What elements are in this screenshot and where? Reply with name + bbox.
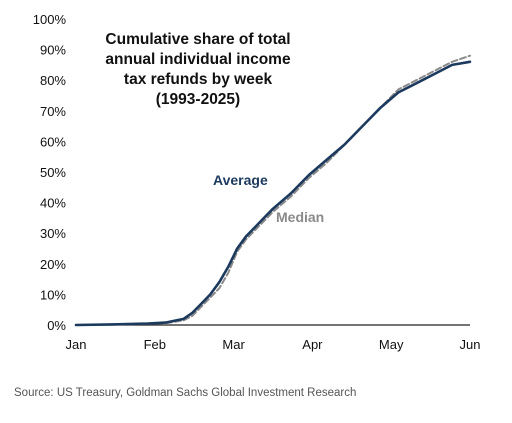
chart-title: Cumulative share of total annual individu… — [105, 31, 291, 108]
x-tick-label: Jun — [460, 337, 481, 352]
y-tick-label: 10% — [40, 287, 66, 302]
series-lines — [74, 54, 472, 327]
series-label-median: Median — [276, 209, 324, 225]
x-axis-ticks: Jan Feb Mar Apr May Jun — [66, 337, 481, 352]
chart-title-line: annual individual income — [105, 51, 291, 68]
source-note: Source: US Treasury, Goldman Sachs Globa… — [14, 387, 357, 399]
refund-share-chart: 100% 90% 80% 70% 60% 50% 40% 30% 20% 10% 0% Jan Feb… — [33, 12, 481, 352]
series-line-median — [75, 54, 471, 326]
x-tick-label: Mar — [222, 337, 245, 352]
y-tick-label: 20% — [40, 257, 66, 272]
y-tick-label: 90% — [40, 43, 66, 58]
y-tick-label: 70% — [40, 104, 66, 119]
series-label-average: Average — [213, 172, 268, 188]
y-tick-label: 80% — [40, 73, 66, 88]
y-tick-label: 0% — [47, 318, 66, 333]
y-tick-label: 60% — [40, 134, 66, 149]
x-tick-label: Apr — [302, 337, 323, 352]
chart-title-line: (1993-2025) — [156, 91, 240, 108]
series-line-average — [74, 60, 472, 327]
x-tick-label: May — [379, 337, 404, 352]
y-tick-label: 50% — [40, 165, 66, 180]
chart-title-line: tax refunds by week — [124, 71, 273, 88]
y-axis-ticks: 100% 90% 80% 70% 60% 50% 40% 30% 20% 10% 0% — [33, 12, 67, 333]
x-tick-label: Feb — [144, 337, 166, 352]
y-tick-label: 100% — [33, 12, 67, 27]
y-tick-label: 40% — [40, 196, 66, 211]
x-tick-label: Jan — [66, 337, 87, 352]
chart-title-line: Cumulative share of total — [105, 31, 290, 48]
y-tick-label: 30% — [40, 226, 66, 241]
